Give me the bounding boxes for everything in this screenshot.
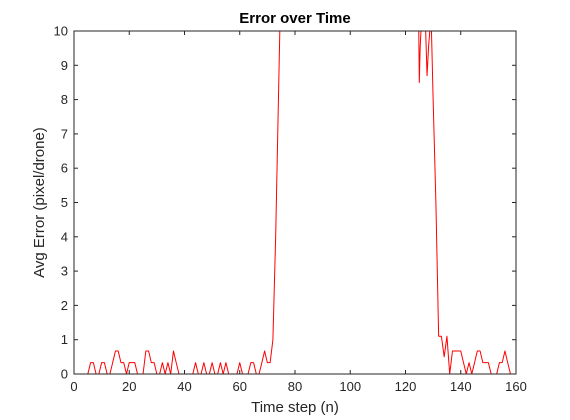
series-layer	[74, 31, 514, 374]
series-line-segment-1	[74, 31, 281, 374]
x-tick-label-0: 0	[70, 379, 77, 394]
series-line-segment-4	[430, 31, 514, 374]
x-tick-label-20: 20	[122, 379, 136, 394]
chart-title: Error over Time	[239, 10, 350, 27]
y-tick-label-10: 10	[54, 24, 68, 39]
y-tick-label-7: 7	[61, 126, 68, 141]
x-axis-label: Time step (n)	[251, 399, 339, 416]
x-tick-label-80: 80	[288, 379, 302, 394]
y-tick-label-9: 9	[61, 58, 68, 73]
series-line-segment-3	[425, 31, 431, 77]
y-axis-label: Avg Error (pixel/drone)	[31, 127, 48, 278]
x-tick-label-120: 120	[395, 379, 417, 394]
y-axis-ticks: 0 1 2 3 4 5 6 7 8 9 10	[54, 24, 516, 382]
plot-area: 0 20 40 60 80 100 120 140 160 0 1 2 3 4 5 6 7 8 9 10	[54, 24, 527, 395]
x-tick-label-40: 40	[177, 379, 191, 394]
y-tick-label-3: 3	[61, 264, 68, 279]
y-tick-label-0: 0	[61, 367, 68, 382]
x-tick-label-100: 100	[339, 379, 361, 394]
x-tick-label-160: 160	[505, 379, 527, 394]
y-tick-label-2: 2	[61, 298, 68, 313]
y-tick-label-6: 6	[61, 161, 68, 176]
y-tick-label-8: 8	[61, 92, 68, 107]
x-tick-label-60: 60	[233, 379, 247, 394]
plot-box	[73, 30, 517, 375]
series-line-segment-2	[418, 31, 422, 83]
y-tick-label-5: 5	[61, 195, 68, 210]
x-axis-ticks: 0 20 40 60 80 100 120 140 160	[70, 31, 527, 394]
y-tick-label-1: 1	[61, 332, 68, 347]
x-tick-label-140: 140	[450, 379, 472, 394]
y-tick-label-4: 4	[61, 229, 68, 244]
